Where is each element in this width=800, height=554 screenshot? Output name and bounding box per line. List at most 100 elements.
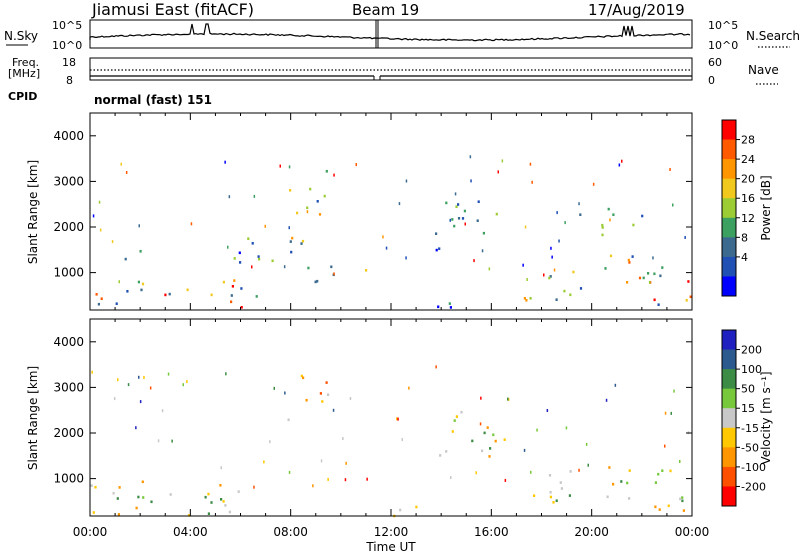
velocity-cell — [210, 501, 212, 504]
x-tick-label: 08:00 — [273, 525, 308, 539]
power-cell — [169, 293, 171, 296]
power-colorbar-swatch — [722, 237, 736, 257]
power-cell — [450, 306, 452, 309]
power-cell — [531, 181, 533, 184]
velocity-cell — [229, 511, 231, 514]
velocity-cell — [208, 512, 210, 515]
velocity-cell — [612, 483, 614, 486]
velocity-cell — [454, 419, 456, 422]
velocity-cell — [289, 471, 291, 474]
power-cell — [530, 163, 532, 166]
power-cell — [140, 250, 142, 253]
power-colorbar-swatch — [722, 159, 736, 179]
velocity-cell — [113, 492, 115, 495]
velocity-cell — [489, 447, 491, 450]
power-cell — [470, 179, 472, 182]
velocity-cell — [439, 454, 441, 457]
cpid-label: CPID — [8, 90, 37, 103]
power-cell — [496, 213, 498, 216]
velocity-cell — [536, 429, 538, 432]
velocity-cell — [450, 476, 452, 479]
power-cell — [612, 213, 614, 216]
velocity-cell — [671, 412, 673, 415]
power-cell — [240, 287, 242, 290]
power-cell — [608, 208, 610, 211]
power-cell — [93, 214, 95, 217]
power-cell — [365, 269, 367, 272]
power-cell — [251, 265, 253, 268]
power-colorbar-title: Power [dB] — [759, 175, 773, 240]
velocity-cell — [345, 478, 347, 481]
power-cell — [333, 272, 335, 275]
velocity-cell — [476, 471, 478, 474]
power-cell — [457, 203, 459, 206]
power-cell — [626, 281, 628, 284]
nave-tick-bottom: 0 — [708, 74, 715, 87]
power-cell — [451, 218, 453, 221]
velocity-cell — [484, 432, 486, 435]
frequency-panel: Freq. [MHz] 18 8 60 0 Nave CPID normal (… — [8, 56, 779, 107]
velocity-cell — [445, 450, 447, 453]
power-cell — [489, 267, 491, 270]
power-cell — [302, 240, 304, 243]
velocity-cell — [480, 422, 482, 425]
velocity-cell — [681, 500, 683, 503]
velocity-cell — [659, 508, 661, 511]
velocity-cell — [560, 481, 562, 484]
noise-sky-label: N.Sky — [4, 29, 38, 43]
cpid-value: normal (fast) 151 — [94, 93, 212, 107]
power-cell — [526, 278, 528, 281]
velocity-colorbar-swatch — [722, 467, 736, 487]
velocity-cell — [566, 426, 568, 429]
velocity-cell — [263, 460, 265, 463]
velocity-cell — [342, 437, 344, 440]
velocity-cell — [205, 496, 207, 499]
power-cell — [684, 236, 686, 239]
power-cell — [232, 285, 234, 288]
power-cell — [125, 258, 127, 261]
velocity-cell — [94, 486, 96, 489]
velocity-ytick-label: 3000 — [53, 380, 84, 394]
velocity-cell — [629, 469, 631, 472]
velocity-cell — [119, 486, 121, 489]
velocity-cell — [143, 376, 145, 379]
power-cell — [315, 281, 317, 284]
power-cell — [126, 171, 128, 174]
velocity-cell — [140, 400, 142, 403]
velocity-cell — [321, 400, 323, 403]
power-cell — [437, 306, 439, 309]
velocity-cell — [533, 494, 535, 497]
power-cell — [138, 281, 140, 284]
velocity-cell — [408, 387, 410, 390]
velocity-colorbar-swatch — [722, 447, 736, 467]
velocity-cell — [471, 440, 473, 443]
velocity-cell — [223, 500, 225, 503]
noise-left-tick-bottom: 10^0 — [52, 39, 82, 52]
power-cell — [465, 223, 467, 226]
power-colorbar-tick: 24 — [741, 153, 755, 166]
power-cell — [307, 210, 309, 213]
power-cell — [121, 163, 123, 166]
velocity-cell — [306, 399, 308, 402]
power-cell — [300, 242, 302, 245]
power-cell — [556, 298, 558, 301]
velocity-cell — [524, 449, 526, 452]
velocity-ytick-label: 2000 — [53, 426, 84, 440]
velocity-cell — [657, 473, 659, 476]
power-cell — [247, 237, 249, 240]
power-cell — [601, 224, 603, 227]
velocity-cell — [333, 409, 335, 412]
power-cell — [438, 247, 440, 250]
power-cell — [690, 296, 692, 299]
power-cell — [659, 275, 661, 278]
power-cell — [326, 170, 328, 173]
power-cell — [164, 294, 166, 297]
power-cell — [116, 302, 118, 305]
velocity-cell — [488, 455, 490, 458]
power-colorbar-swatch — [722, 140, 736, 160]
power-cell — [234, 257, 236, 260]
velocity-cell — [480, 397, 482, 400]
velocity-cell — [530, 471, 532, 474]
velocity-cell — [225, 372, 227, 375]
velocity-cell — [269, 440, 271, 443]
